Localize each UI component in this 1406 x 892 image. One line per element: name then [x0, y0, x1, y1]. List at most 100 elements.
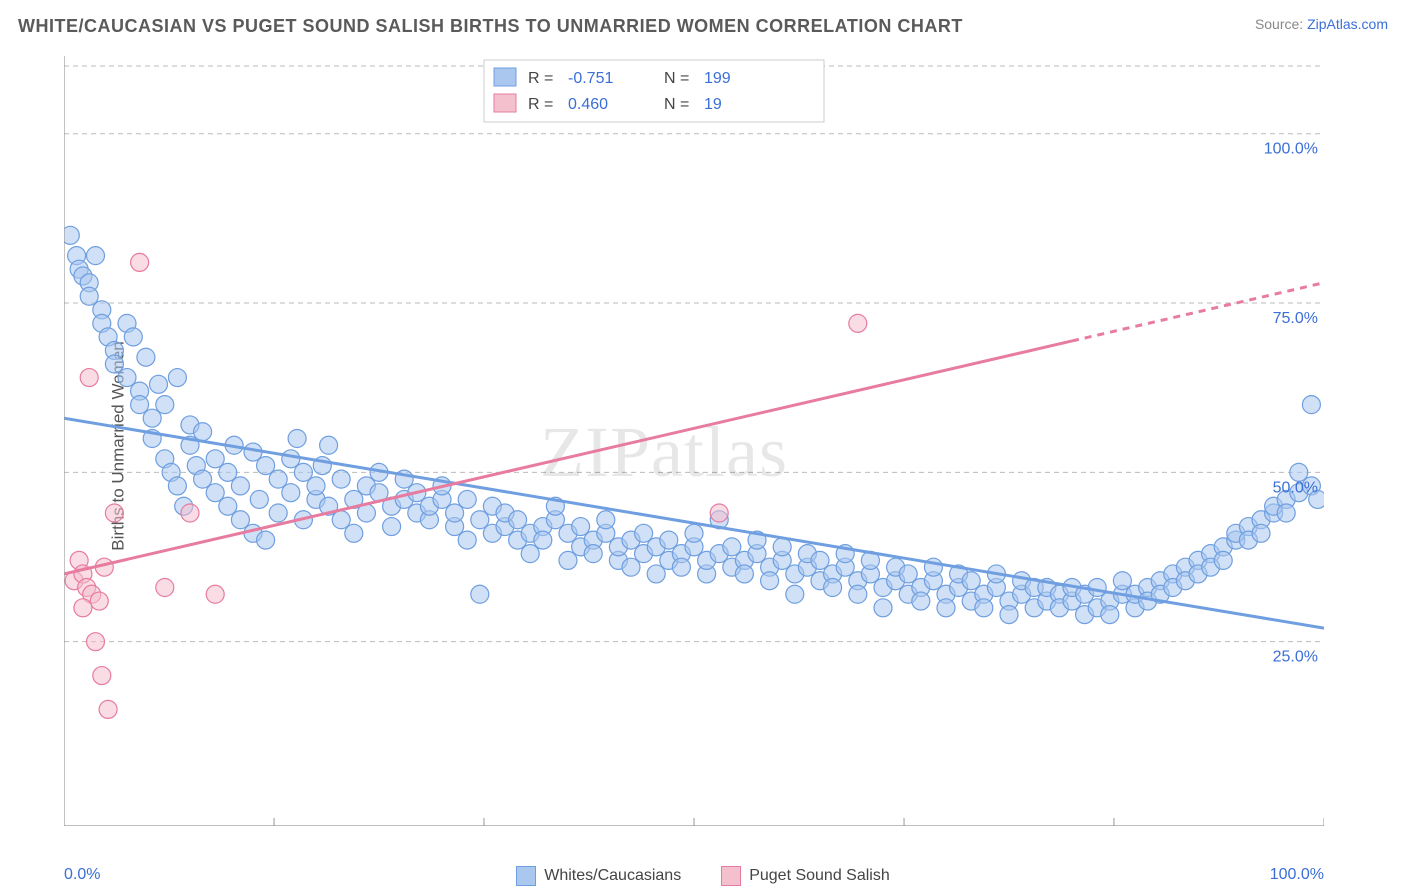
- data-point: [710, 504, 728, 522]
- data-point: [345, 524, 363, 542]
- data-point: [635, 524, 653, 542]
- data-point: [912, 592, 930, 610]
- legend-n-value: 199: [704, 70, 731, 87]
- data-point: [849, 314, 867, 332]
- data-point: [1113, 572, 1131, 590]
- data-point: [584, 545, 602, 563]
- data-point: [294, 463, 312, 481]
- data-point: [874, 599, 892, 617]
- data-point: [471, 585, 489, 603]
- data-point: [458, 531, 476, 549]
- source-attribution: Source: ZipAtlas.com: [1255, 16, 1388, 32]
- data-point: [534, 531, 552, 549]
- data-point: [269, 504, 287, 522]
- data-point: [194, 470, 212, 488]
- data-point: [572, 518, 590, 536]
- data-point: [597, 511, 615, 529]
- data-point: [1252, 524, 1270, 542]
- chart-svg: ZIPatlas 25.0%50.0%75.0%100.0% R =-0.751…: [64, 56, 1324, 826]
- data-point: [735, 565, 753, 583]
- data-point: [622, 558, 640, 576]
- data-point: [1214, 551, 1232, 569]
- data-point: [1101, 606, 1119, 624]
- data-point: [660, 531, 678, 549]
- data-point: [1088, 579, 1106, 597]
- data-point: [131, 253, 149, 271]
- data-point: [509, 511, 527, 529]
- data-point: [181, 504, 199, 522]
- data-point: [647, 565, 665, 583]
- data-point: [1277, 504, 1295, 522]
- y-tick-label: 75.0%: [1273, 310, 1318, 327]
- data-point: [761, 572, 779, 590]
- legend-item: Puget Sound Salish: [721, 866, 890, 886]
- data-point: [849, 585, 867, 603]
- series-legend: 0.0% 100.0% Whites/Caucasians Puget Sound S…: [0, 866, 1406, 886]
- legend-r-label: R =: [528, 96, 553, 113]
- data-point: [206, 450, 224, 468]
- data-point: [383, 518, 401, 536]
- data-point: [307, 477, 325, 495]
- data-point: [194, 423, 212, 441]
- data-point: [87, 247, 105, 265]
- data-point: [332, 511, 350, 529]
- legend-r-value: -0.751: [568, 70, 613, 87]
- correlation-legend: R =-0.751N =199R =0.460N =19: [484, 60, 824, 122]
- data-point: [723, 538, 741, 556]
- y-tick-label: 25.0%: [1273, 649, 1318, 666]
- data-point: [975, 599, 993, 617]
- data-point: [458, 490, 476, 508]
- data-point: [150, 375, 168, 393]
- data-point: [521, 545, 539, 563]
- data-point: [156, 579, 174, 597]
- legend-n-label: N =: [664, 70, 689, 87]
- data-point: [206, 484, 224, 502]
- data-point: [206, 585, 224, 603]
- legend-n-value: 19: [704, 96, 722, 113]
- legend-swatch: [494, 68, 516, 86]
- legend-series-name: Whites/Caucasians: [544, 867, 681, 885]
- data-point: [118, 369, 136, 387]
- data-point: [219, 463, 237, 481]
- legend-r-label: R =: [528, 70, 553, 87]
- legend-swatch: [494, 94, 516, 112]
- data-point: [219, 497, 237, 515]
- data-point: [80, 287, 98, 305]
- data-point: [156, 396, 174, 414]
- data-point: [269, 470, 287, 488]
- data-point: [685, 524, 703, 542]
- data-point: [105, 355, 123, 373]
- data-point: [99, 700, 117, 718]
- data-point: [824, 579, 842, 597]
- data-point: [282, 450, 300, 468]
- data-point: [672, 558, 690, 576]
- data-point: [250, 490, 268, 508]
- legend-series-name: Puget Sound Salish: [749, 867, 890, 885]
- data-point: [811, 551, 829, 569]
- legend-n-label: N =: [664, 96, 689, 113]
- data-point: [143, 409, 161, 427]
- data-point: [257, 457, 275, 475]
- chart-title: WHITE/CAUCASIAN VS PUGET SOUND SALISH BI…: [18, 16, 963, 37]
- data-point: [1000, 606, 1018, 624]
- source-link[interactable]: ZipAtlas.com: [1307, 16, 1388, 32]
- source-prefix: Source:: [1255, 16, 1303, 32]
- data-point: [131, 396, 149, 414]
- data-point: [90, 592, 108, 610]
- x-axis-max-label: 100.0%: [1270, 866, 1324, 884]
- data-point: [137, 348, 155, 366]
- legend-swatch: [516, 866, 536, 886]
- data-point: [773, 538, 791, 556]
- data-point: [74, 599, 92, 617]
- data-point: [105, 504, 123, 522]
- data-point: [64, 226, 79, 244]
- data-point: [962, 572, 980, 590]
- data-point: [168, 477, 186, 495]
- data-point: [231, 477, 249, 495]
- data-point: [87, 633, 105, 651]
- data-point: [320, 436, 338, 454]
- data-point: [786, 585, 804, 603]
- watermark-text: ZIPatlas: [540, 412, 788, 492]
- data-point: [471, 511, 489, 529]
- x-axis-min-label: 0.0%: [64, 866, 100, 884]
